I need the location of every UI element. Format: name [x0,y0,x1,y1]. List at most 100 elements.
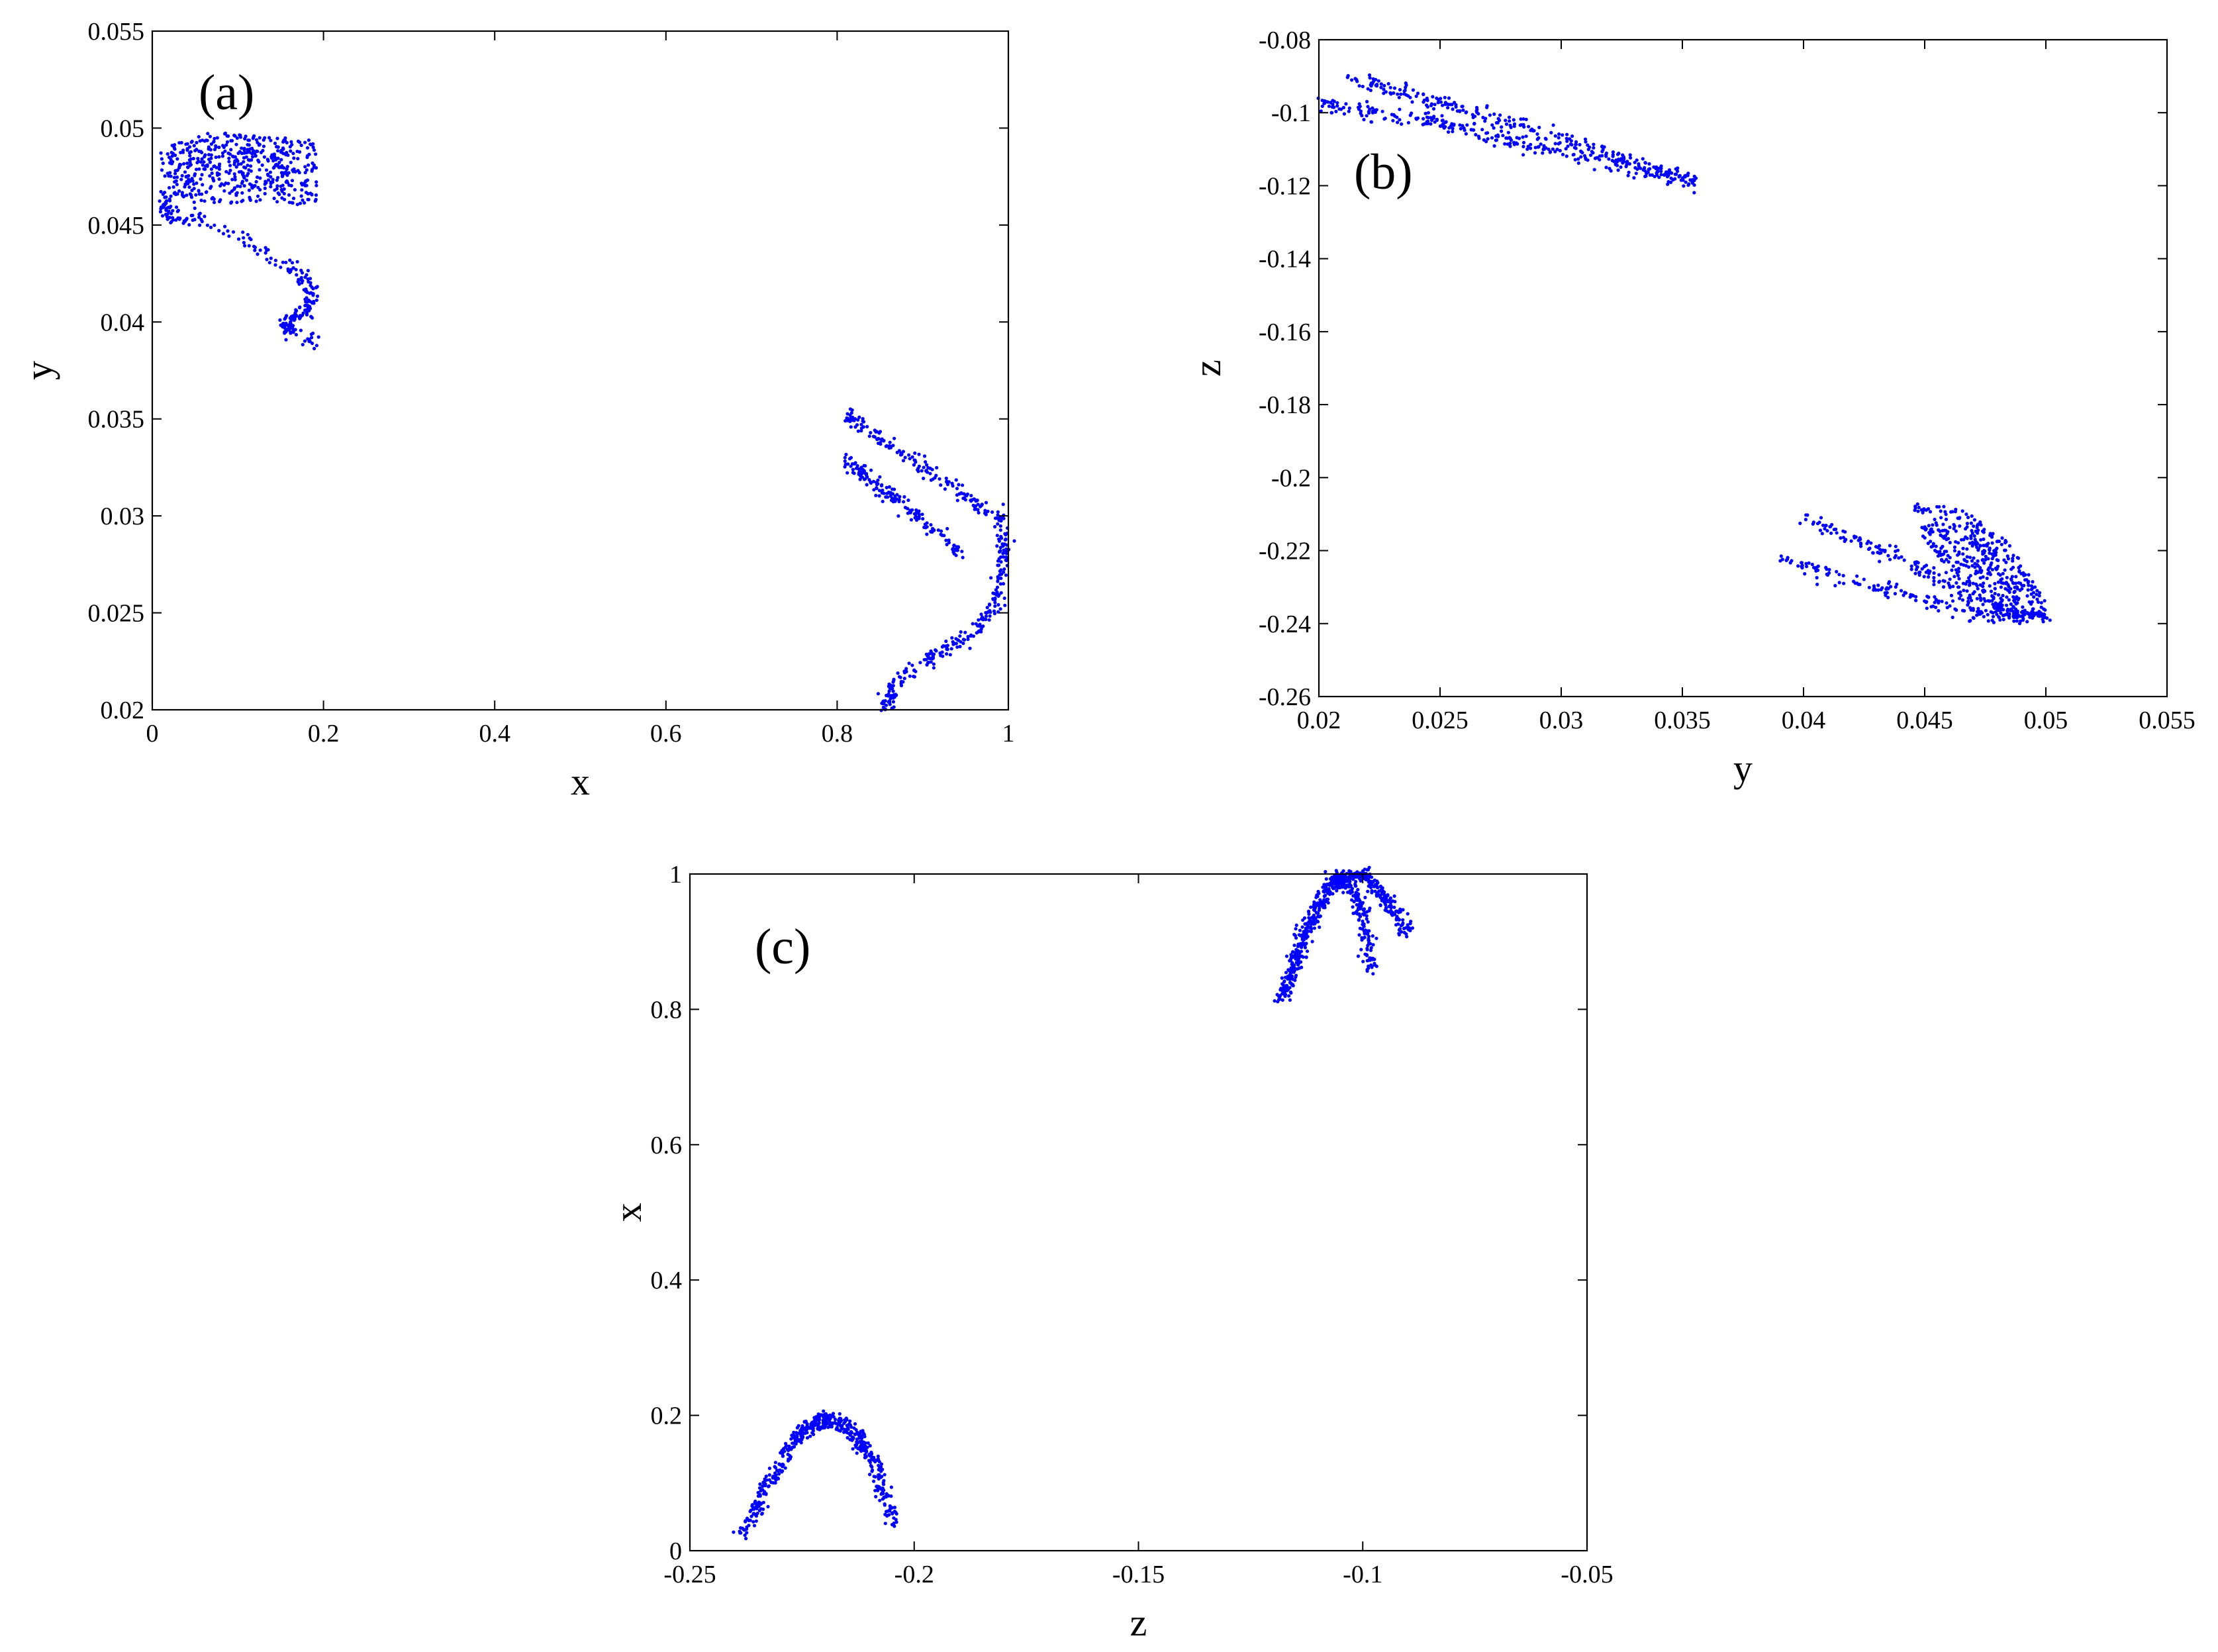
scatter-point-upper-strand-1 [1441,103,1445,107]
scatter-point-upper-strand-1 [1382,87,1386,91]
scatter-point-upper-left-band [305,156,309,160]
scatter-point-lower-lobe [1970,514,1974,518]
x-tick-label: 0.025 [1412,706,1469,734]
scatter-point-upper-strand-1 [1461,105,1465,109]
scatter-point-upper-parabola-2 [1300,954,1304,958]
scatter-point-upper-parabola-1 [1362,924,1366,928]
scatter-point-lower-strand-1 [1855,581,1859,585]
scatter-point-upper-strand-2 [1598,154,1602,158]
scatter-point-upper-left-band [287,183,291,187]
scatter-point-lower-parabola [786,1459,791,1463]
scatter-point-upper-strand-1 [1471,113,1474,117]
scatter-point-upper-left-band [276,156,280,160]
scatter-point-upper-strand-2 [1564,147,1568,151]
scatter-point-lower-strand-1 [1825,573,1830,577]
scatter-point-upper-left-band [208,174,212,178]
scatter-point-lower-lobe [2016,598,2020,602]
scatter-point-upper-left-band [280,189,284,193]
scatter-point-right-inner-strands [851,467,855,471]
scatter-point-upper-left-band [285,165,289,169]
scatter-point-lower-strand-1 [1976,607,1980,610]
scatter-point-upper-parabola-2 [1392,905,1396,909]
scatter-point-right-arc [996,522,1000,526]
scatter-point-lower-strand-2 [1941,585,1946,589]
scatter-point-right-inner-strands [887,485,891,489]
scatter-point-lower-strand-1 [1914,595,1918,599]
scatter-point-upper-left-band [173,169,177,173]
y-tick-label: 0 [669,1537,682,1565]
scatter-point-lower-lobe [1943,550,1947,554]
scatter-point-lower-parabola [836,1421,841,1425]
scatter-point-upper-left-band [235,136,239,140]
scatter-point-lower-strand-2 [1818,528,1822,532]
scatter-point-upper-left-band [234,165,238,169]
scatter-point-upper-strand-2 [1474,132,1478,136]
scatter-point-upper-left-band [230,189,234,193]
scatter-point-lower-parabola [746,1518,751,1522]
scatter-point-lower-lobe [1986,571,1990,575]
scatter-point-upper-strand-1 [1464,111,1468,115]
scatter-point-lower-lobe [1928,510,1933,514]
scatter-point-upper-strand-1 [1615,152,1620,156]
scatter-point-upper-parabola-2 [1341,877,1345,881]
scatter-point-upper-strand-2 [1529,146,1533,150]
scatter-point-upper-left-hook [169,205,173,209]
scatter-point-right-inner-strands [843,465,847,469]
x-tick-label: 0.05 [2024,706,2068,734]
scatter-point-upper-parabola-1 [1369,942,1373,946]
scatter-point-upper-left-band [290,179,295,183]
scatter-point-lower-lobe [2043,599,2047,603]
scatter-point-right-arc [995,534,999,538]
scatter-point-lower-strand-1 [1778,559,1782,563]
scatter-point-upper-left-band [232,133,236,137]
scatter-point-upper-left-band [304,179,308,183]
scatter-point-upper-parabola-2 [1284,985,1288,989]
scatter-point-right-arc [1003,538,1007,542]
scatter-point-right-arc [997,563,1001,567]
scatter-point-right-arc [955,499,959,503]
x-tick-label: 0.02 [1297,706,1341,734]
scatter-point-upper-parabola-1 [1313,901,1317,905]
scatter-point-lower-lobe [2005,575,2009,579]
scatter-point-upper-strand-1 [1369,88,1373,93]
scatter-point-upper-parabola-2 [1290,961,1294,965]
scatter-point-lower-parabola [843,1418,847,1422]
scatter-point-upper-parabola-2 [1347,883,1351,887]
scatter-point-upper-parabola-2 [1296,959,1300,963]
scatter-point-lower-strand-2 [1966,601,1970,605]
scatter-point-lower-lobe [2000,599,2003,603]
scatter-point-upper-strand-1 [1611,150,1615,154]
scatter-point-lower-parabola [758,1482,762,1486]
scatter-point-upper-strand-1 [1422,92,1425,96]
scatter-point-lower-lobe [1999,597,2003,601]
scatter-point-lower-parabola [865,1445,869,1449]
scatter-point-lower-strand-2 [1932,583,1936,587]
scatter-point-right-inner-strands [889,499,894,503]
scatter-point-lower-lobe [1972,524,1976,528]
scatter-point-lower-parabola [857,1435,861,1439]
scatter-point-upper-parabola-2 [1318,914,1322,918]
scatter-point-upper-strand-2 [1443,124,1447,129]
scatter-point-lower-strand-1 [1833,583,1837,588]
scatter-point-upper-left-band [192,182,196,186]
scatter-point-right-inner-strands [855,463,859,468]
scatter-point-lower-parabola [798,1428,802,1432]
y-axis-label: y [17,361,60,380]
scatter-point-right-arc [959,630,963,634]
scatter-point-upper-parabola-2 [1390,913,1395,917]
scatter-point-upper-left-band [197,192,201,196]
scatter-point-lower-lobe [2022,573,2026,577]
scatter-point-upper-parabola-1 [1358,902,1362,906]
scatter-point-upper-parabola-1 [1293,934,1297,938]
scatter-point-upper-left-band [262,138,265,142]
scatter-point-lower-strand-1 [1874,588,1878,592]
scatter-point-lower-lobe [1945,558,1949,561]
scatter-point-upper-parabola-2 [1333,885,1337,889]
scatter-point-upper-left-hook [167,209,171,213]
scatter-point-lower-lobe [2009,567,2013,571]
scatter-point-right-inner-strands [877,489,882,493]
scatter-point-upper-strand-2 [1441,122,1445,126]
scatter-point-upper-left-band [228,191,232,195]
scatter-point-lower-parabola [767,1473,771,1477]
scatter-point-upper-strand-1 [1485,104,1489,108]
